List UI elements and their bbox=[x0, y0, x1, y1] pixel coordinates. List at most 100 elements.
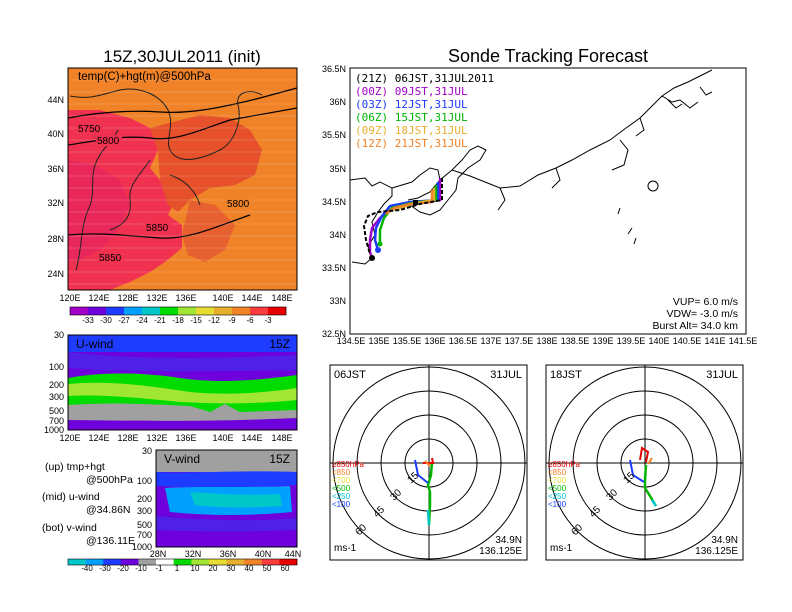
lower-colorbar bbox=[67, 558, 298, 566]
lon-tick-label: 120E bbox=[59, 293, 80, 303]
lon-tick-label: 124E bbox=[88, 433, 109, 443]
p-tick-label: 1000 bbox=[44, 425, 64, 435]
right-title: Sonde Tracking Forecast bbox=[448, 46, 648, 66]
lon-tick-label: 137.5E bbox=[505, 336, 534, 346]
upper-map-mid-region bbox=[150, 115, 262, 212]
param-vup: VUP= 6.0 m/s bbox=[673, 296, 738, 308]
uwind-time: 15Z bbox=[269, 337, 290, 351]
colorbar-label: -30 bbox=[99, 564, 111, 573]
uwind-p-axis: 30 100 200 300 500 700 1000 bbox=[44, 330, 64, 435]
lat-tick-label: 36N bbox=[220, 549, 237, 559]
lon-tick-label: 136E bbox=[175, 433, 196, 443]
p-tick-label: 700 bbox=[49, 416, 64, 426]
legend-12z: (12Z) 21JST,31JUL bbox=[355, 137, 468, 150]
colorbar-label: -1 bbox=[155, 564, 163, 573]
uwind-lon-axis: 120E 124E 128E 132E 136E 140E 144E 148E bbox=[59, 433, 292, 443]
level-label: <100 bbox=[548, 500, 567, 509]
colorbar-label: -40 bbox=[81, 564, 93, 573]
lat-tick-label: 33N bbox=[329, 296, 346, 306]
lon-tick-label: 140E bbox=[212, 293, 233, 303]
colorbar-swatch bbox=[156, 559, 174, 565]
colorbar-frame bbox=[69, 306, 287, 316]
vwind-panel: V-wind 15Z 30 100 200 300 500 700 1000 2… bbox=[67, 446, 301, 573]
colorbar-swatch bbox=[160, 307, 179, 315]
colorbar-swatch bbox=[138, 559, 157, 565]
colorbar-label: -9 bbox=[228, 316, 236, 325]
colorbar-label: -18 bbox=[172, 316, 184, 325]
colorbar-label: 1 bbox=[175, 564, 180, 573]
lat-tick-label: 32.5N bbox=[322, 329, 346, 339]
legend-09z: (09Z) 18JST,31JUL bbox=[355, 124, 468, 137]
p-tick-label: 200 bbox=[49, 380, 64, 390]
p-tick-label: 100 bbox=[137, 476, 152, 486]
colorbar-label: 50 bbox=[263, 564, 272, 573]
colorbar-swatch bbox=[85, 559, 104, 565]
hodo-time: 06JST bbox=[334, 369, 366, 381]
lat-tick-label: 44N bbox=[47, 95, 64, 105]
legend-line: (mid) u-wind bbox=[42, 491, 100, 503]
colorbar-swatch bbox=[191, 559, 210, 565]
colorbar-label: -24 bbox=[136, 316, 148, 325]
level-label: <500 bbox=[332, 484, 351, 493]
level-label: <250 bbox=[332, 492, 351, 501]
colorbar-swatch bbox=[70, 307, 89, 315]
legend-line: (bot) v-wind bbox=[42, 522, 97, 534]
colorbar-label: 30 bbox=[227, 564, 236, 573]
lat-tick-label: 36.5N bbox=[322, 64, 346, 74]
lat-tick-label: 32N bbox=[47, 198, 64, 208]
lat-tick-label: 28N bbox=[150, 549, 167, 559]
lon-tick-label: 135E bbox=[368, 336, 389, 346]
colorbar-swatch bbox=[68, 559, 86, 565]
lon-tick-label: 139.5E bbox=[617, 336, 646, 346]
left-title: 15Z,30JUL2011 (init) bbox=[103, 47, 261, 66]
lon-tick-label: 136.5E bbox=[449, 336, 478, 346]
hodo-lon: 136.125E bbox=[479, 546, 522, 557]
lon-tick-label: 140.5E bbox=[673, 336, 702, 346]
colorbar-label: -33 bbox=[82, 316, 94, 325]
colorbar-label: -6 bbox=[246, 316, 254, 325]
upper-map-lat-axis: 44N 40N 36N 32N 28N 24N bbox=[47, 95, 64, 279]
legend-00z: (00Z) 09JST,31JUL bbox=[355, 85, 468, 98]
landing-point bbox=[375, 247, 381, 253]
level-label: <500 bbox=[548, 484, 567, 493]
colorbar-swatch bbox=[124, 307, 143, 315]
colorbar-label: 10 bbox=[191, 564, 200, 573]
legend-line: @136.11E bbox=[86, 535, 135, 547]
legend-line: @34.86N bbox=[86, 504, 131, 516]
lon-tick-label: 148E bbox=[271, 433, 292, 443]
lon-tick-label: 140E bbox=[212, 433, 233, 443]
param-burst: Burst Alt= 34.0 km bbox=[653, 320, 739, 332]
lon-tick-label: 140E bbox=[648, 336, 669, 346]
upper-map: 5750 5800 5800 5850 5850 temp(C)+hgt(m)@… bbox=[47, 67, 298, 325]
contour-label: 5850 bbox=[146, 223, 169, 234]
colorbar-swatch bbox=[244, 559, 263, 565]
track-lat-axis: 36.5N 36N 35.5N 35N 34.5N 34N 33.5N 33N … bbox=[322, 64, 346, 339]
colorbar-label: -12 bbox=[208, 316, 220, 325]
upper-map-lon-axis: 120E 124E 128E 132E 136E 140E 144E 148E bbox=[59, 293, 292, 303]
level-label: <250 bbox=[548, 492, 567, 501]
lon-tick-label: 128E bbox=[117, 433, 138, 443]
legend-line: @500hPa bbox=[86, 474, 133, 486]
lon-tick-label: 139E bbox=[592, 336, 613, 346]
uwind-panel: U-wind 15Z 30 100 200 300 500 700 1000 1… bbox=[44, 330, 298, 443]
lat-tick-label: 28N bbox=[47, 234, 64, 244]
lat-tick-label: 34.5N bbox=[322, 197, 346, 207]
lon-tick-label: 128E bbox=[117, 293, 138, 303]
p-tick-label: 500 bbox=[49, 406, 64, 416]
legend-03z: (03Z) 12JST,31JUL bbox=[355, 98, 468, 111]
lon-tick-label: 138.5E bbox=[561, 336, 590, 346]
vwind-label: V-wind bbox=[164, 452, 200, 466]
legend-line: (up) tmp+hgt bbox=[45, 461, 105, 473]
p-tick-label: 200 bbox=[137, 494, 152, 504]
contour-5750 bbox=[67, 87, 298, 119]
colorbar-label: -27 bbox=[118, 316, 130, 325]
landing-point bbox=[377, 241, 383, 247]
lon-tick-label: 136E bbox=[175, 293, 196, 303]
colorbar-swatch bbox=[214, 307, 233, 315]
upper-map-mid-region-2 bbox=[182, 200, 235, 262]
lon-tick-label: 135.5E bbox=[393, 336, 422, 346]
contour-5850 bbox=[67, 214, 251, 239]
lon-tick-label: 148E bbox=[271, 293, 292, 303]
lon-tick-label: 137E bbox=[480, 336, 501, 346]
